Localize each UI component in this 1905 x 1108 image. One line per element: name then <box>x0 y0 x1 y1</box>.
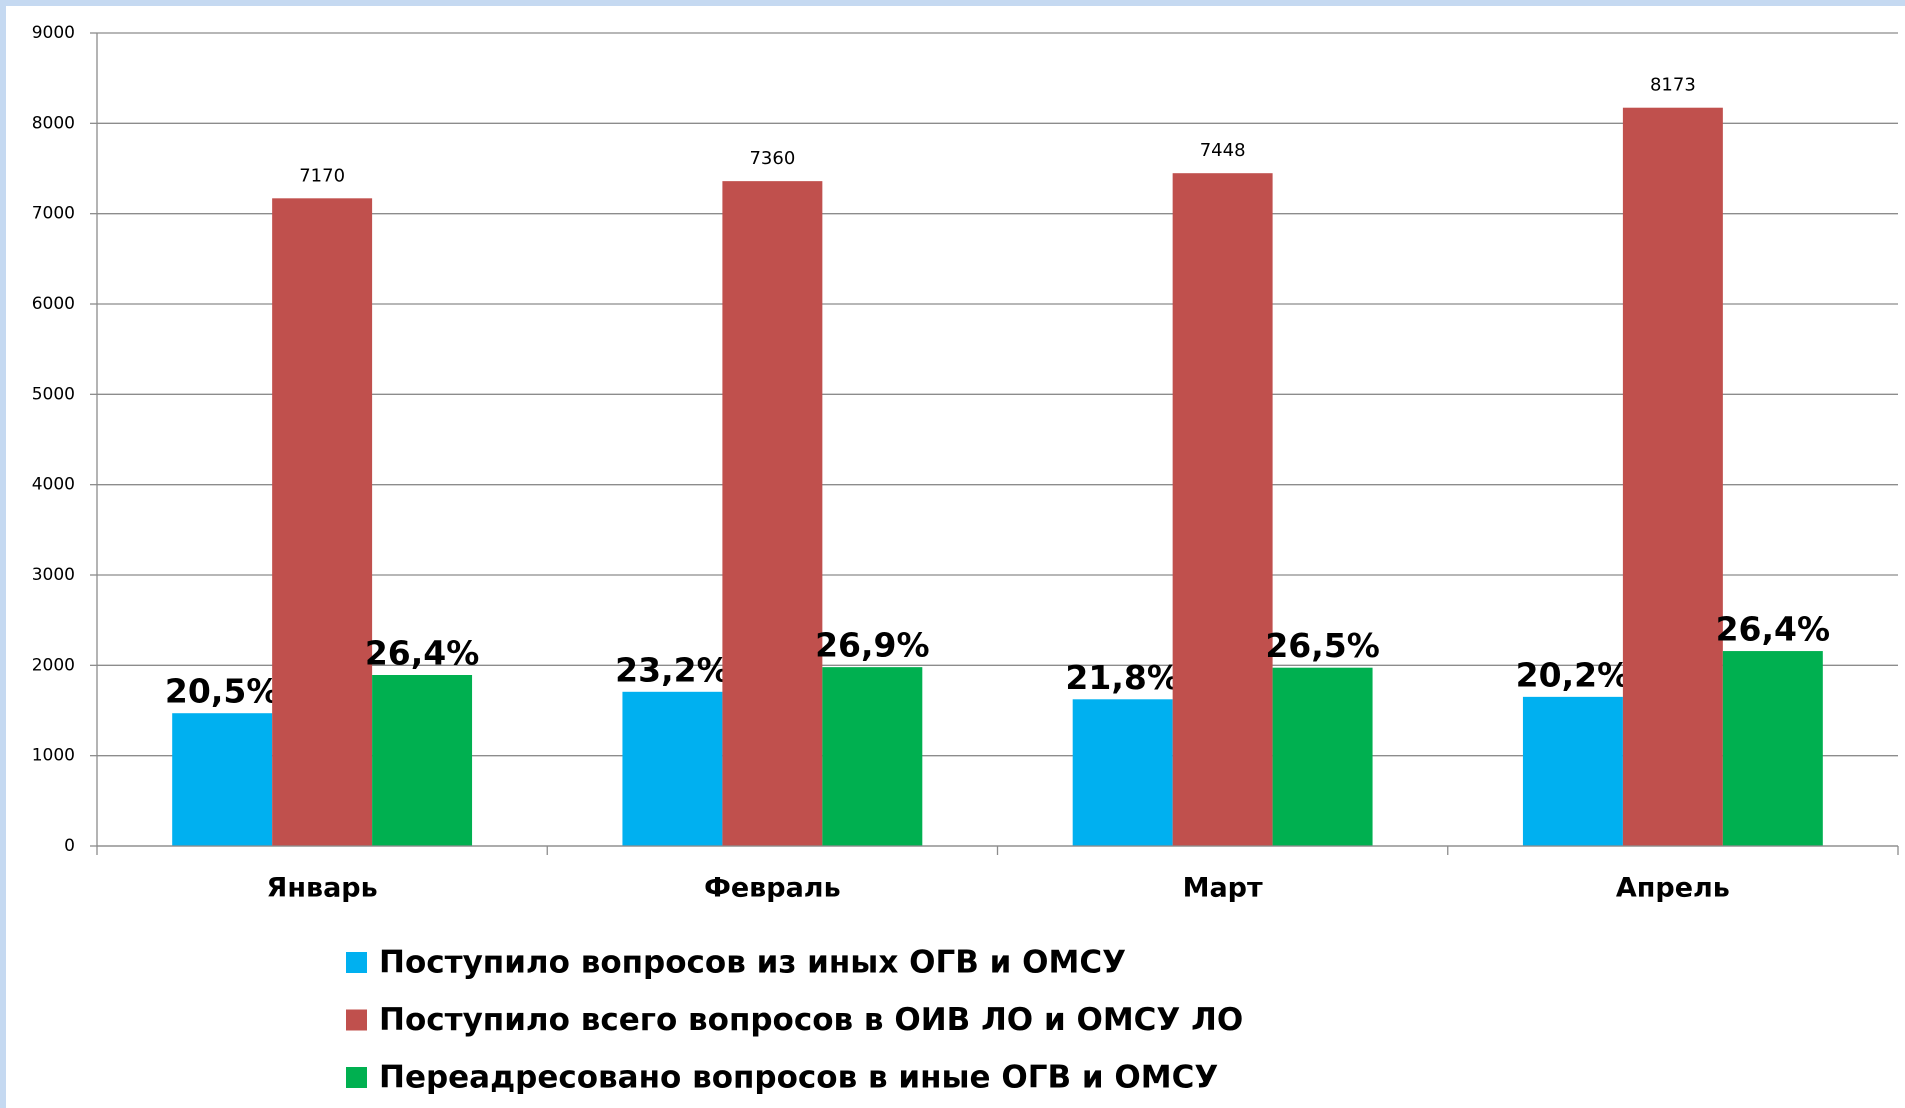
bar <box>372 674 473 846</box>
frame-left <box>0 0 6 1108</box>
bar <box>1172 173 1273 846</box>
share-label: 26,4% <box>365 633 480 672</box>
value-label: 7360 <box>749 148 795 169</box>
share-label: 26,9% <box>815 626 930 665</box>
bar <box>1072 699 1173 846</box>
y-tick-label: 5000 <box>32 384 75 404</box>
y-tick-label: 9000 <box>32 23 75 43</box>
y-tick-label: 3000 <box>32 565 75 585</box>
value-label: 8173 <box>1650 75 1696 96</box>
legend-label: Переадресовано вопросов в иные ОГВ и ОМС… <box>379 1060 1218 1096</box>
bar <box>1722 651 1823 846</box>
share-label: 21,8% <box>1065 658 1180 697</box>
bar <box>1522 696 1623 846</box>
legend-swatch <box>346 1009 367 1031</box>
legend-swatch <box>346 952 367 973</box>
y-tick-label: 4000 <box>32 475 75 495</box>
bar <box>622 691 723 846</box>
share-label: 20,2% <box>1516 655 1631 694</box>
x-tick-label: Февраль <box>704 873 841 904</box>
x-tick-label: Апрель <box>1616 873 1730 904</box>
share-label: 20,5% <box>165 672 280 711</box>
y-tick-label: 2000 <box>32 655 75 675</box>
y-tick-label: 6000 <box>32 294 75 314</box>
y-tick-label: 7000 <box>32 204 75 224</box>
legend-label: Поступило вопросов из иных ОГВ и ОМСУ <box>379 945 1126 981</box>
frame-top <box>0 0 1905 6</box>
y-tick-label: 1000 <box>32 746 75 766</box>
share-label: 23,2% <box>615 650 730 689</box>
value-label: 7170 <box>299 165 345 186</box>
y-tick-label: 8000 <box>32 113 75 133</box>
bar <box>1272 667 1373 846</box>
share-label: 26,4% <box>1716 610 1831 649</box>
legend-label: Поступило всего вопросов в ОИВ ЛО и ОМСУ… <box>379 1002 1243 1038</box>
bar <box>722 181 823 846</box>
x-tick-label: Январь <box>267 873 378 904</box>
bar <box>272 198 373 846</box>
value-label: 7448 <box>1200 140 1246 161</box>
legend-swatch <box>346 1067 367 1088</box>
bar <box>1622 107 1723 846</box>
share-label: 26,5% <box>1265 626 1380 665</box>
x-tick-label: Март <box>1183 873 1263 904</box>
bar <box>172 713 273 846</box>
y-tick-label: 0 <box>64 836 75 856</box>
bar <box>822 667 923 846</box>
